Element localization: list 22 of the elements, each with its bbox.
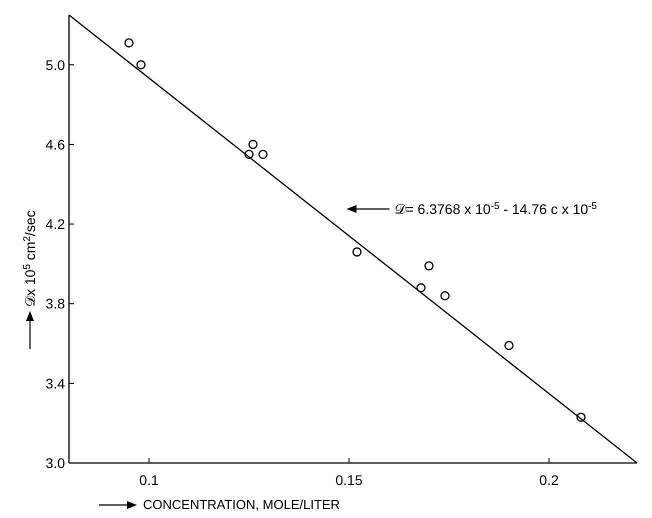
y-tick-label: 4.2: [46, 216, 66, 232]
point: [136, 60, 146, 70]
point: [248, 140, 258, 150]
y-tick-label: 3.8: [46, 296, 66, 312]
annotation: 𝒟= 6.3768 x 10$^{-5}$ - 14.76 c x 10$^{-5}$: [394, 200, 598, 217]
point: [424, 261, 434, 271]
y-tick-label: 3.4: [46, 375, 66, 392]
y-tick-label: 5.0: [46, 56, 66, 73]
point: [416, 283, 426, 292]
x-tick-label: 0.15: [335, 472, 363, 488]
y-tick-label: 3.0: [46, 455, 66, 471]
point: [576, 412, 586, 422]
point: [124, 38, 134, 48]
y-tick-label: 4.6: [46, 136, 66, 152]
x-tick-label: 0.2: [539, 472, 559, 488]
point: [258, 150, 268, 160]
x-axis-title: CONCENTRATION, MOLE/LITER: [143, 497, 340, 512]
point: [244, 150, 254, 160]
x-tick-label: 0.1: [139, 472, 159, 488]
point: [504, 340, 514, 350]
point: [352, 247, 362, 257]
point: [440, 291, 450, 300]
